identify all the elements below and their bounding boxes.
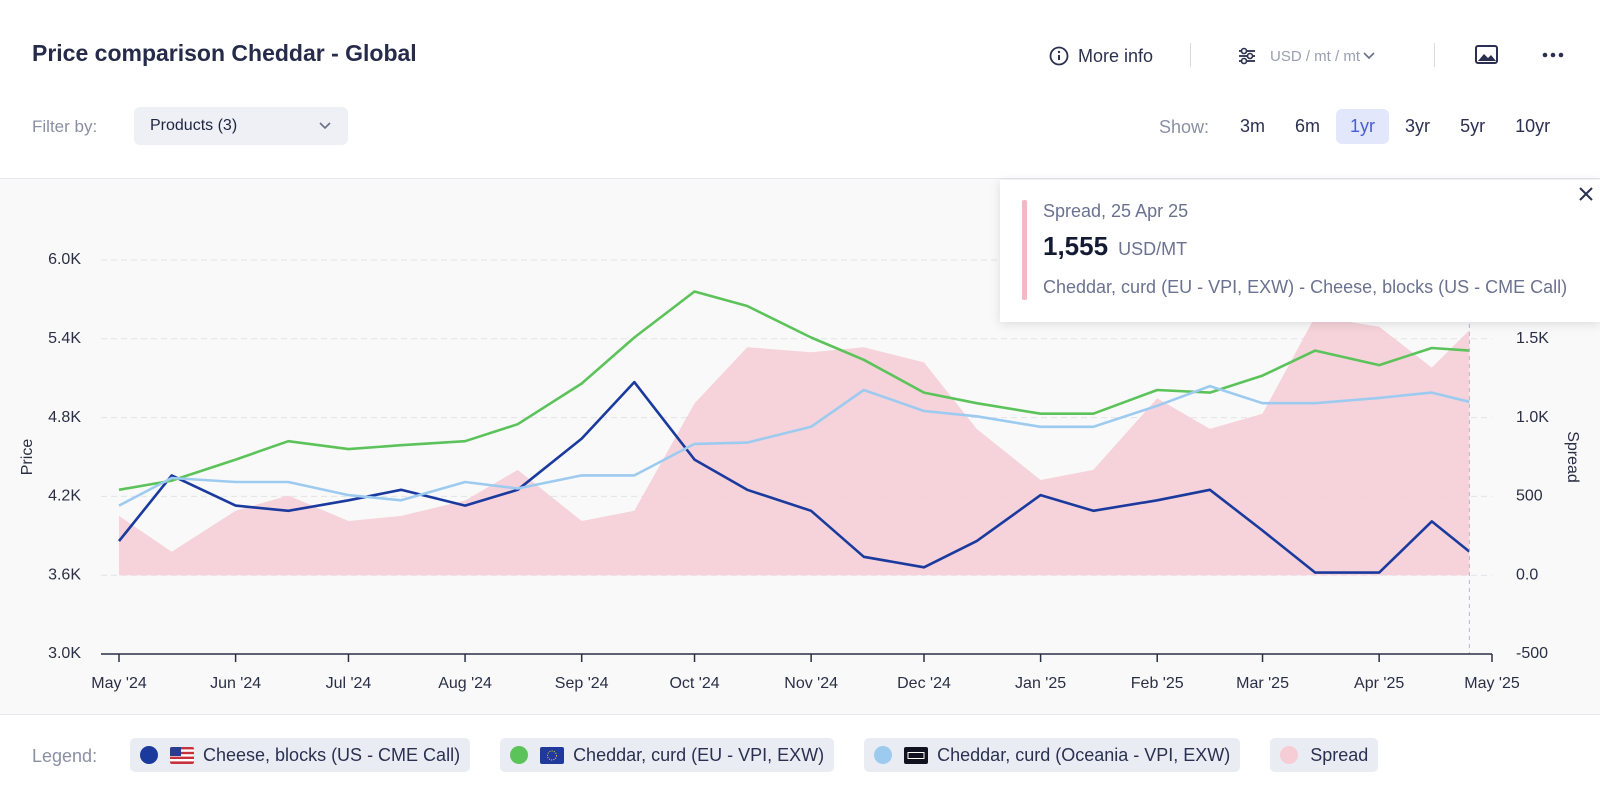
tooltip-close[interactable] <box>1578 186 1594 202</box>
legend-item[interactable]: Cheddar, curd (EU - VPI, EXW) <box>500 738 835 772</box>
more-menu-button[interactable] <box>1540 43 1566 67</box>
y2-tick-label: 500 <box>1516 488 1543 505</box>
series-line <box>117 380 1471 574</box>
x-tick-label: May '24 <box>91 675 147 692</box>
flag-icon <box>540 746 565 764</box>
x-tick-label: Aug '24 <box>438 675 492 692</box>
filter-dropdown[interactable]: Products (3) <box>134 107 348 145</box>
x-tick-label: May '25 <box>1464 675 1520 692</box>
legend: Cheese, blocks (US - CME Call) Cheddar, c… <box>130 738 1408 772</box>
tooltip-description: Cheddar, curd (EU - VPI, EXW) - Cheese, … <box>1043 277 1568 297</box>
more-info-text: More info <box>1078 45 1154 66</box>
tooltip-unit: USD/MT <box>1118 239 1188 259</box>
range-label: Show: <box>1159 117 1210 137</box>
y-tick-label: 3.0K <box>48 645 81 662</box>
x-tick-label: Jan '25 <box>1015 675 1066 692</box>
range-option[interactable]: 10yr <box>1515 116 1551 136</box>
y-tick-label: 6.0K <box>48 251 81 268</box>
legend-item[interactable]: Cheddar, curd (Oceania - VPI, EXW) <box>864 738 1241 772</box>
flag-icon <box>904 746 929 764</box>
y-tick-label: 3.6K <box>48 566 81 583</box>
y-tick-label: 4.8K <box>48 409 81 426</box>
y2-axis-label: Spread <box>1564 431 1581 483</box>
range-option[interactable]: 5yr <box>1460 116 1486 136</box>
series-line <box>118 290 1470 492</box>
tooltip: Spread, 25 Apr 25 1,555 USD/MT Cheddar, … <box>1000 180 1600 322</box>
x-tick-label: Jun '24 <box>210 675 261 692</box>
legend-label: Legend: <box>32 746 98 766</box>
chart: 3.0K 3.6K 4.2K 4.8K 5.4K 6.0K -500 0.0 500 1.0K 1.… <box>19 180 1581 692</box>
tooltip-title: Spread, 25 Apr 25 <box>1043 201 1189 221</box>
settings-icon <box>1239 47 1255 65</box>
legend-text: Spread <box>1310 744 1369 765</box>
x-tick-label: Oct '24 <box>669 675 719 692</box>
y-tick-label: 4.2K <box>48 488 81 505</box>
filter-value: Products (3) <box>150 117 238 134</box>
x-tick-label: Dec '24 <box>897 675 951 692</box>
chevron <box>1363 52 1375 60</box>
image-export-button[interactable] <box>1474 43 1500 67</box>
legend-text: Cheese, blocks (US - CME Call) <box>203 744 461 765</box>
filter-label: Filter by: <box>32 117 98 136</box>
range-options: 3m 6m 1yr 3yr 5yr 10yr <box>1224 109 1564 144</box>
range-option[interactable]: 1yr <box>1336 109 1390 144</box>
page-title: Price comparison Cheddar - Global <box>32 40 417 66</box>
x-tick-label: Feb '25 <box>1131 675 1184 692</box>
legend-swatch <box>510 746 529 764</box>
separator <box>1434 43 1435 67</box>
flag-icon <box>170 746 194 764</box>
tooltip-value: 1,555 <box>1043 231 1109 261</box>
x-tick-label: Nov '24 <box>784 675 838 692</box>
range-option[interactable]: 6m <box>1295 116 1321 136</box>
y2-tick-label: 1.5K <box>1516 330 1549 347</box>
x-tick-label: Mar '25 <box>1236 675 1289 692</box>
legend-item[interactable]: Spread <box>1270 738 1379 772</box>
chevron <box>319 122 331 130</box>
legend-swatch <box>1280 746 1299 764</box>
legend-swatch <box>140 746 158 764</box>
y2-tick-label: -500 <box>1516 645 1548 662</box>
series-line <box>118 384 1470 507</box>
y2-tick-label: 0.0 <box>1516 566 1538 583</box>
legend-item[interactable]: Cheese, blocks (US - CME Call) <box>130 738 471 772</box>
tooltip-value-row: 1,555 USD/MT <box>1043 231 1187 262</box>
spread-area <box>119 316 1470 576</box>
y2-tick-label: 1.0K <box>1516 409 1549 426</box>
legend-swatch <box>874 746 893 764</box>
range-option[interactable]: 3yr <box>1405 116 1431 136</box>
unit-selector[interactable]: USD / mt / mt <box>1236 45 1376 67</box>
x-tick-label: Sep '24 <box>555 675 609 692</box>
more-info-button[interactable]: More info <box>1048 45 1153 67</box>
y-tick-label: 5.4K <box>48 330 81 347</box>
y-axis-label: Price <box>19 439 36 476</box>
range-option[interactable]: 3m <box>1240 116 1266 136</box>
unit-text: USD / mt / mt <box>1270 47 1360 65</box>
x-tick-label: Jul '24 <box>326 675 372 692</box>
legend-text: Cheddar, curd (EU - VPI, EXW) <box>573 744 825 765</box>
info-icon <box>1049 46 1069 66</box>
tooltip-accent <box>1022 200 1027 300</box>
legend-text: Cheddar, curd (Oceania - VPI, EXW) <box>937 744 1231 765</box>
x-tick-label: Apr '25 <box>1354 675 1404 692</box>
separator <box>1190 43 1191 67</box>
